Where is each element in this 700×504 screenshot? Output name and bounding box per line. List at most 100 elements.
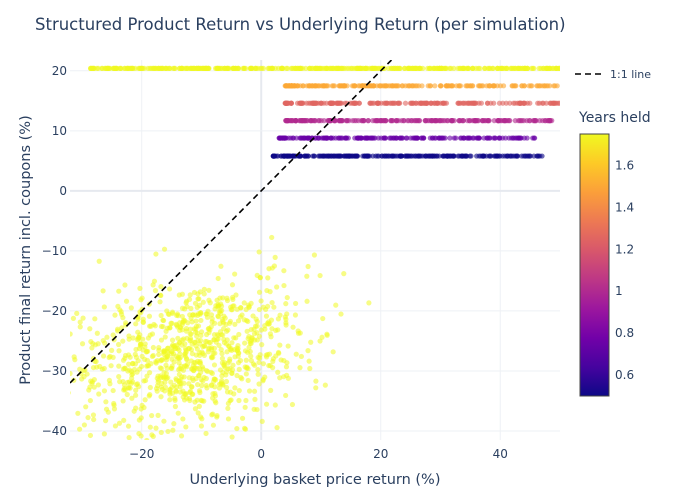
scatter-point-maturity-loss-1-75y <box>246 388 253 394</box>
scatter-point-autocall-1-5y <box>320 83 326 89</box>
scatter-point-autocall-1-25y <box>318 100 324 106</box>
scatter-point-autocall-1-25y <box>484 100 491 106</box>
scatter-point-autocall-1-25y <box>374 100 380 106</box>
scatter-point-maturity-loss-1-75y <box>180 336 187 342</box>
scatter-point-maturity-loss-1-75y <box>8 370 13 375</box>
scatter-point-maturity-loss-1-75y <box>292 300 299 307</box>
scatter-point-autocall-1-5y <box>377 83 383 89</box>
scatter-point-maturity-loss-1-75y <box>80 315 86 321</box>
scatter-point-autocall-0-5y <box>320 153 326 159</box>
scatter-point-autocall-1-0y <box>355 118 362 124</box>
scatter-point-maturity-loss-1-75y <box>243 357 249 363</box>
scatter-point-maturity-loss-1-75y <box>179 305 186 311</box>
scatter-point-maturity-loss-1-75y <box>133 346 139 353</box>
legend[interactable]: 1:1 line <box>575 68 651 81</box>
scatter-point-maturity-payout-1-75y <box>457 65 463 72</box>
scatter-point-maturity-loss-1-75y <box>266 266 272 272</box>
scatter-point-maturity-loss-1-75y <box>81 374 87 380</box>
scatter-point-maturity-payout-1-75y <box>103 65 109 72</box>
scatter-point-autocall-1-0y <box>445 118 451 124</box>
scatter-point-autocall-0-5y <box>539 153 545 159</box>
scatter-point-maturity-payout-1-75y <box>494 65 501 72</box>
scatter-point-maturity-loss-1-75y <box>263 313 270 319</box>
scatter-point-maturity-loss-1-75y <box>183 424 189 430</box>
scatter-point-maturity-loss-1-75y <box>170 351 177 357</box>
scatter-point-autocall-0-5y <box>270 153 277 159</box>
scatter-point-maturity-payout-1-75y <box>248 65 255 72</box>
scatter-point-maturity-loss-1-75y <box>256 306 263 313</box>
scatter-point-maturity-loss-1-75y <box>234 372 240 379</box>
scatter-point-maturity-loss-1-75y <box>311 252 318 258</box>
scatter-point-maturity-loss-1-75y <box>158 365 165 372</box>
scatter-point-autocall-1-25y <box>286 100 292 106</box>
scatter-point-maturity-loss-1-75y <box>330 349 336 355</box>
scatter-point-maturity-loss-1-75y <box>206 325 212 332</box>
scatter-point-maturity-loss-1-75y <box>211 332 218 338</box>
scatter-point-maturity-loss-1-75y <box>144 357 151 364</box>
scatter-point-maturity-payout-1-75y <box>107 65 113 72</box>
scatter-point-maturity-loss-1-75y <box>147 424 153 430</box>
scatter-point-maturity-loss-1-75y <box>138 433 144 439</box>
scatter-point-maturity-loss-1-75y <box>210 354 216 360</box>
scatter-point-maturity-loss-1-75y <box>154 357 160 364</box>
scatter-point-maturity-loss-1-75y <box>112 312 118 318</box>
scatter-point-maturity-loss-1-75y <box>206 297 212 303</box>
scatter-point-maturity-loss-1-75y <box>136 334 142 340</box>
scatter-point-maturity-loss-1-75y <box>108 363 114 369</box>
scatter-point-maturity-loss-1-75y <box>158 312 164 319</box>
scatter-point-maturity-loss-1-75y <box>110 387 116 394</box>
scatter-point-autocall-0-5y <box>290 153 297 159</box>
scatter-point-maturity-loss-1-75y <box>194 346 200 352</box>
scatter-point-maturity-payout-1-75y <box>155 65 161 72</box>
scatter-point-maturity-loss-1-75y <box>194 330 200 336</box>
scatter-point-autocall-1-0y <box>332 118 338 124</box>
scatter-point-maturity-loss-1-75y <box>158 283 164 290</box>
scatter-point-autocall-1-25y <box>496 100 503 106</box>
scatter-point-maturity-loss-1-75y <box>104 443 109 448</box>
scatter-point-maturity-loss-1-75y <box>103 406 110 412</box>
scatter-point-maturity-loss-1-75y <box>229 434 235 440</box>
scatter-point-maturity-loss-1-75y <box>101 304 107 310</box>
scatter-point-maturity-loss-1-75y <box>200 299 206 305</box>
scatter-point-maturity-loss-1-75y <box>256 289 263 295</box>
scatter-point-maturity-loss-1-75y <box>176 360 182 366</box>
scatter-point-maturity-payout-1-75y <box>443 65 450 72</box>
scatter-point-autocall-0-5y <box>527 153 533 159</box>
scatter-point-maturity-loss-1-75y <box>210 350 216 356</box>
scatter-point-maturity-loss-1-75y <box>120 398 126 404</box>
scatter-point-maturity-loss-1-75y <box>188 305 194 312</box>
scatter-point-maturity-loss-1-75y <box>175 324 181 330</box>
y-axis-label: Product final return incl. coupons (%) <box>18 115 34 384</box>
scatter-point-maturity-payout-1-75y <box>328 65 334 72</box>
scatter-point-maturity-loss-1-75y <box>209 345 215 351</box>
scatter-point-autocall-0-75y <box>290 135 296 141</box>
scatter-point-autocall-1-5y <box>444 83 450 89</box>
scatter-point-maturity-loss-1-75y <box>65 458 70 463</box>
scatter-point-maturity-loss-1-75y <box>284 311 290 317</box>
scatter-point-maturity-loss-1-75y <box>81 422 87 428</box>
scatter-point-maturity-loss-1-75y <box>194 381 201 388</box>
scatter-point-autocall-1-25y <box>313 100 319 106</box>
scatter-point-maturity-payout-1-75y <box>465 65 471 72</box>
scatter-point-maturity-loss-1-75y <box>239 415 246 421</box>
scatter-point-autocall-1-25y <box>507 100 513 106</box>
scatter-point-autocall-0-5y <box>385 153 392 159</box>
scatter-point-maturity-loss-1-75y <box>121 385 127 392</box>
scatter-point-maturity-loss-1-75y <box>138 406 144 412</box>
scatter-point-autocall-0-5y <box>404 153 411 159</box>
scatter-point-maturity-payout-1-75y <box>503 65 510 72</box>
scatter-point-maturity-loss-1-75y <box>71 354 77 360</box>
scatter-point-autocall-0-5y <box>496 153 502 159</box>
scatter-point-maturity-loss-1-75y <box>197 341 203 347</box>
scatter-point-autocall-0-75y <box>506 135 512 141</box>
scatter-point-maturity-loss-1-75y <box>142 377 149 384</box>
scatter-point-maturity-loss-1-75y <box>133 321 139 327</box>
scatter-point-maturity-loss-1-75y <box>124 391 130 398</box>
scatter-point-maturity-loss-1-75y <box>101 388 108 394</box>
colorbar-tick-label: 1.6 <box>615 158 634 172</box>
scatter-point-maturity-payout-1-75y <box>172 65 178 72</box>
scatter-point-maturity-loss-1-75y <box>175 410 181 416</box>
scatter-point-maturity-loss-1-75y <box>111 337 117 343</box>
scatter-point-maturity-loss-1-75y <box>109 347 115 353</box>
